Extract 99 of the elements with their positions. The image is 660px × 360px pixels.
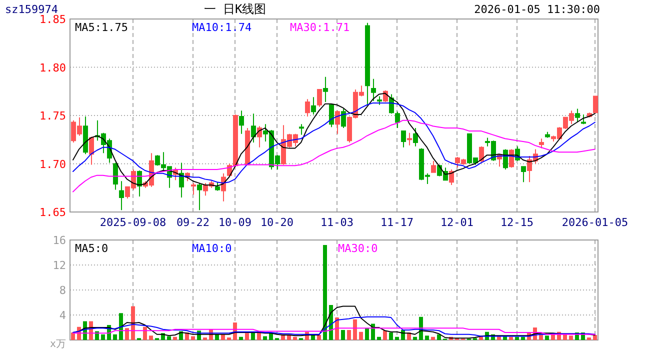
candlestick <box>593 96 598 114</box>
y-tick-label: 16 <box>52 234 66 247</box>
text: MA30:1.71 <box>290 21 350 34</box>
bar <box>125 328 129 340</box>
candlestick <box>215 182 220 192</box>
bar <box>431 336 435 340</box>
bar <box>293 336 297 340</box>
x-tick-label: 11-03 <box>320 216 354 229</box>
line-series <box>72 328 596 335</box>
x-tick-label: 12-01 <box>440 216 474 229</box>
text: sz159974 <box>5 3 58 16</box>
candlestick <box>377 96 382 106</box>
bar <box>347 330 351 340</box>
bar <box>113 334 117 340</box>
bar <box>341 330 345 340</box>
bar <box>377 336 381 340</box>
bar <box>101 334 105 340</box>
y-tick-label: 8 <box>59 284 66 297</box>
candlestick <box>335 110 340 134</box>
candlestick <box>317 88 322 108</box>
bar <box>119 313 123 340</box>
candlestick <box>401 130 406 148</box>
y-tick-label: 1.85 <box>40 13 66 26</box>
candlestick <box>179 162 184 198</box>
bar <box>263 336 267 340</box>
candlestick <box>407 132 412 146</box>
bar <box>323 245 327 340</box>
candlestick <box>239 110 244 134</box>
bar <box>71 332 75 340</box>
bar <box>191 336 195 340</box>
y-axis-title: x万 <box>50 339 66 350</box>
text: MA10:0 <box>192 242 232 255</box>
x-tick-label: 10-20 <box>260 216 294 229</box>
text: MA5:1.75 <box>75 21 128 34</box>
candlestick <box>413 128 418 147</box>
candlestick <box>305 98 310 117</box>
x-tick-label: 11-17 <box>380 216 414 229</box>
y-tick-label: 1.70 <box>40 158 66 171</box>
bar <box>173 336 177 340</box>
candlestick <box>191 182 196 196</box>
x-tick-label: 2026-01-05 <box>562 216 628 229</box>
candlestick <box>575 108 580 123</box>
y-tick-label: 1.75 <box>40 110 66 122</box>
bar <box>143 326 147 340</box>
candlestick <box>395 111 400 129</box>
candlestick <box>257 126 262 148</box>
bar <box>593 335 597 340</box>
bar <box>167 336 171 340</box>
bar <box>383 330 387 340</box>
bar <box>335 318 339 340</box>
bar <box>437 334 441 340</box>
bar <box>521 336 525 340</box>
x-tick-label: 10-09 <box>218 216 252 229</box>
candlestick <box>251 113 256 144</box>
candlestick <box>521 166 526 183</box>
bar <box>515 336 519 340</box>
bar <box>359 332 363 340</box>
line-series <box>72 316 596 337</box>
bar <box>239 336 243 340</box>
candlestick <box>545 131 550 138</box>
text: MA5:0 <box>75 242 108 255</box>
bar <box>311 335 315 340</box>
bar <box>395 336 399 340</box>
candlestick <box>581 114 586 125</box>
bar <box>509 336 513 340</box>
chart-title: 一 日K线图 <box>204 2 266 16</box>
candlestick <box>539 138 544 149</box>
bar <box>365 328 369 340</box>
candlestick <box>431 160 436 173</box>
bar <box>245 333 249 340</box>
candlestick <box>323 76 328 102</box>
text: 2026-01-05 11:30:00 <box>474 3 600 16</box>
bar <box>389 332 393 340</box>
x-tick-label: 2025-09-08 <box>100 216 166 229</box>
bar <box>317 335 321 340</box>
x-tick-label: 12-15 <box>500 216 534 229</box>
y-tick-label: 12 <box>52 259 66 272</box>
candlestick <box>299 124 304 136</box>
bar <box>353 319 357 340</box>
y-tick-label: 1.80 <box>40 61 66 74</box>
candlestick <box>197 182 202 211</box>
line-series <box>72 120 596 192</box>
candlestick <box>119 180 124 211</box>
bar <box>131 306 135 340</box>
candlestick <box>365 22 370 106</box>
y-tick-label: 1.65 <box>40 206 66 219</box>
bar <box>545 336 549 340</box>
bar <box>413 336 417 340</box>
candlestick <box>311 96 316 116</box>
bar <box>287 335 291 340</box>
text: MA30:0 <box>338 242 378 255</box>
candlestick <box>83 116 88 155</box>
x-tick-label: 09-22 <box>176 216 210 229</box>
candlestick <box>371 78 376 102</box>
text: MA10:1.74 <box>192 21 252 34</box>
y-tick-label: 4 <box>59 309 66 322</box>
bar <box>569 336 573 340</box>
bar <box>425 336 429 340</box>
bar <box>149 336 153 340</box>
